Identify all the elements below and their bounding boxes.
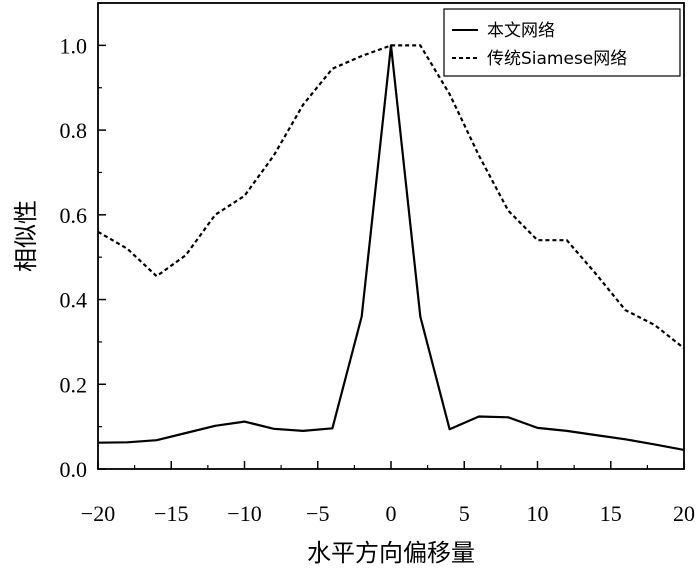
x-tick-label: 15 [600, 501, 622, 526]
legend-label-series-2: 传统Siamese网络 [487, 49, 627, 69]
plot-frame [97, 2, 685, 470]
legend: 本文网络 传统Siamese网络 [443, 8, 681, 77]
x-tick-label: 20 [673, 501, 695, 526]
y-tick-label: 0.8 [60, 118, 88, 143]
y-tick-label: 1.0 [60, 33, 88, 58]
x-tick-label: 10 [527, 501, 549, 526]
tick-labels: −20 −15 −10 −5 0 5 10 15 20 0.0 0.2 0.4 0.6 0.8 1.0 [60, 33, 696, 526]
x-axis-title: 水平方向偏移量 [307, 539, 475, 567]
plot-series [97, 44, 685, 451]
y-tick-label: 0.4 [60, 288, 88, 313]
y-axis-title: 相似性 [12, 200, 40, 272]
x-tick-label: 0 [386, 501, 397, 526]
x-tick-label: −10 [227, 501, 261, 526]
x-tick-label: −5 [306, 501, 329, 526]
legend-box [443, 8, 681, 77]
legend-label-series-1: 本文网络 [487, 21, 555, 41]
y-tick-label: 0.2 [60, 372, 88, 397]
series-line-2 [97, 44, 685, 350]
series-line-1 [97, 44, 685, 451]
y-tick-label: 0.6 [60, 203, 88, 228]
x-tick-label: −20 [81, 501, 115, 526]
x-tick-label: −15 [154, 501, 188, 526]
y-tick-label: 0.0 [60, 457, 88, 482]
x-tick-label: 5 [459, 501, 470, 526]
